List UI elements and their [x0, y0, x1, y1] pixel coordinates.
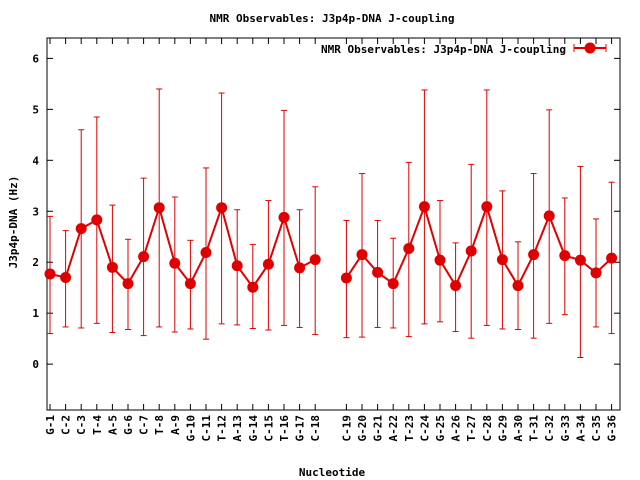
x-tick-label: G-36	[606, 415, 619, 442]
data-point	[387, 278, 399, 290]
y-axis-label: J3p4p-DNA (Hz)	[7, 176, 20, 269]
x-tick-label: C-35	[590, 415, 603, 442]
x-tick-label: G-17	[294, 415, 307, 442]
legend-label: NMR Observables: J3p4p-DNA J-coupling	[321, 43, 566, 56]
series-line	[345, 203, 613, 288]
data-point	[434, 254, 446, 266]
data-point	[606, 252, 618, 264]
x-tick-label: G-1	[44, 415, 57, 435]
x-tick-label: G-29	[496, 415, 509, 442]
y-axis: 0 1 2 3 4 5 6	[32, 52, 620, 371]
x-tick-label: T-8	[153, 415, 166, 435]
legend: NMR Observables: J3p4p-DNA J-coupling	[321, 42, 607, 56]
x-tick-label: G-33	[559, 415, 572, 442]
x-tick-label: C-28	[481, 415, 494, 442]
x-tick-label: T-23	[403, 415, 416, 442]
data-point	[262, 258, 274, 270]
x-tick-label: T-31	[528, 415, 541, 442]
data-point	[294, 262, 306, 274]
x-tick-label: G-14	[247, 415, 260, 442]
y-tick-label: 5	[32, 103, 39, 116]
x-tick-label: C-2	[60, 415, 73, 435]
data-point	[60, 272, 72, 284]
data-point	[418, 201, 430, 213]
data-point	[169, 257, 181, 269]
x-tick-label: T-16	[278, 415, 291, 442]
data-point	[512, 280, 524, 292]
y-tick-label: 4	[32, 154, 39, 167]
x-tick-label: C-15	[262, 415, 275, 442]
x-tick-label: C-32	[543, 415, 556, 442]
data-point	[574, 254, 586, 266]
x-tick-label: A-13	[231, 415, 244, 442]
series-line	[49, 204, 316, 289]
x-tick-label: C-24	[418, 415, 431, 442]
data-point	[91, 214, 103, 226]
x-tick-label: A-34	[574, 415, 587, 442]
x-tick-label: T-12	[216, 415, 229, 442]
x-tick-label: G-20	[356, 415, 369, 442]
data-point	[278, 211, 290, 223]
data-point	[231, 260, 243, 272]
x-tick-label: C-3	[75, 415, 88, 435]
x-axis: G-1 C-2 C-3 T-4 A-5 G-6 C-7 T-8 A-9 G-10 C-11 T-12 A…	[44, 38, 619, 442]
data-point	[372, 266, 384, 278]
data-point	[138, 251, 150, 263]
x-tick-label: T-4	[91, 415, 104, 435]
chart-title: NMR Observables: J3p4p-DNA J-coupling	[209, 12, 454, 25]
x-tick-label: T-27	[465, 415, 478, 442]
data-point	[122, 278, 134, 290]
data-point	[75, 223, 87, 235]
data-point	[247, 281, 259, 293]
x-tick-label: A-22	[387, 415, 400, 442]
data-point	[309, 254, 321, 266]
y-tick-label: 2	[32, 256, 39, 269]
series-lines	[49, 203, 613, 289]
data-point	[44, 268, 56, 280]
data-point	[200, 247, 212, 259]
data-point	[450, 280, 462, 292]
x-tick-label: A-9	[169, 415, 182, 435]
data-point	[528, 249, 540, 261]
data-point	[481, 201, 493, 213]
x-tick-label: C-19	[340, 415, 353, 442]
data-point	[340, 272, 352, 284]
x-tick-label: G-21	[372, 415, 385, 442]
data-point	[465, 245, 477, 257]
data-point	[496, 254, 508, 266]
y-tick-label: 6	[32, 52, 39, 65]
plot-frame	[46, 37, 621, 411]
x-axis-label: Nucleotide	[299, 466, 366, 479]
x-tick-label: G-25	[434, 415, 447, 442]
y-tick-label: 3	[32, 205, 39, 218]
data-point	[184, 278, 196, 290]
x-tick-label: C-11	[200, 415, 213, 442]
data-point	[356, 249, 368, 261]
data-points	[44, 201, 618, 293]
data-point	[543, 210, 555, 222]
x-tick-label: A-26	[450, 415, 463, 442]
x-tick-label: A-5	[106, 415, 119, 435]
y-tick-label: 0	[32, 358, 39, 371]
error-bars	[47, 88, 615, 359]
x-tick-label: C-18	[309, 415, 322, 442]
data-point	[106, 261, 118, 273]
x-tick-label: C-7	[138, 415, 151, 435]
y-tick-label: 1	[32, 307, 39, 320]
data-point	[590, 267, 602, 279]
data-point	[216, 202, 228, 214]
x-tick-label: G-6	[122, 415, 135, 435]
data-point	[153, 202, 165, 214]
data-point	[559, 250, 571, 262]
x-tick-label: G-10	[184, 415, 197, 442]
legend-marker	[584, 42, 596, 54]
data-point	[403, 242, 415, 254]
x-tick-label: A-30	[512, 415, 525, 442]
